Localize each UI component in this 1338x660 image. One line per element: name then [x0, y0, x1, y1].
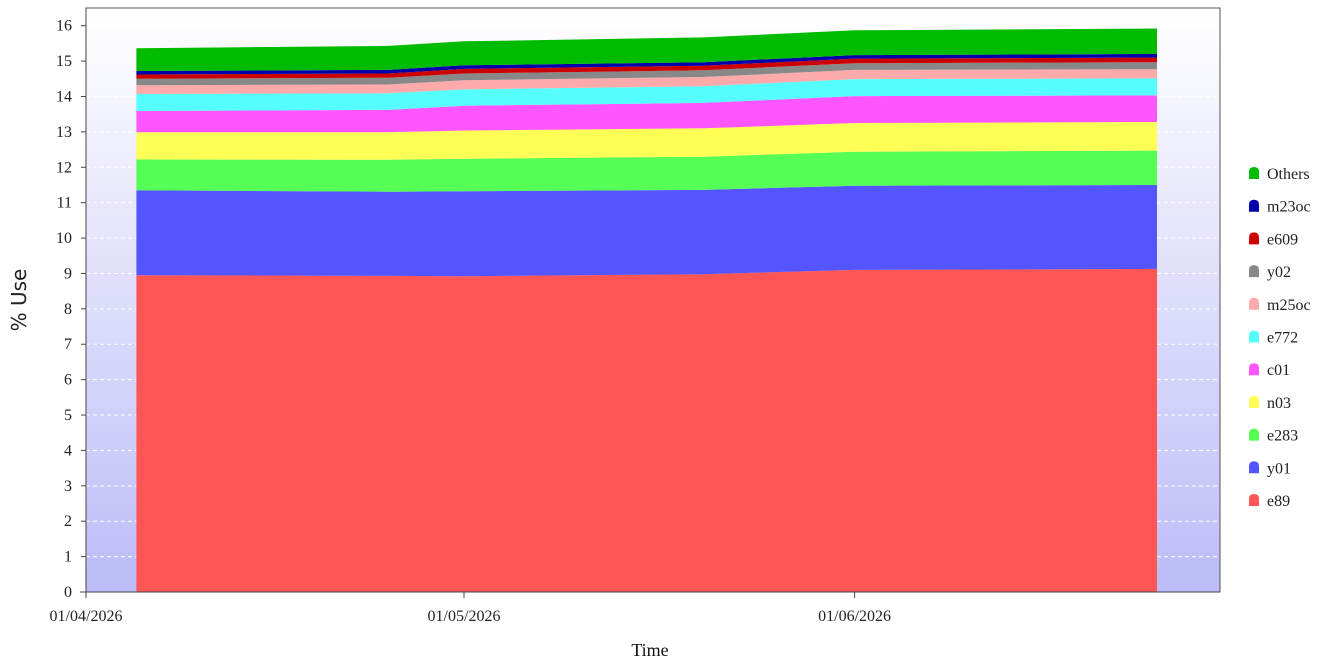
- legend-swatch: [1249, 363, 1259, 376]
- area-series: [136, 28, 1157, 592]
- y-tick-label: 1: [64, 549, 72, 566]
- legend-item: n03: [1249, 395, 1291, 412]
- y-tick-label: 6: [64, 372, 72, 389]
- y-tick-label: 11: [57, 195, 72, 212]
- x-tick-label: 01/05/2026: [428, 608, 501, 625]
- y-axis-title: % Use: [7, 269, 31, 332]
- y-tick-label: 9: [64, 265, 72, 282]
- legend-label: e89: [1267, 493, 1290, 510]
- y-tick-label: 8: [64, 301, 72, 318]
- legend-swatch: [1249, 494, 1259, 506]
- y-tick-label: 13: [56, 124, 72, 141]
- legend-label: y01: [1267, 460, 1291, 477]
- area-e772: [136, 78, 1157, 111]
- area-m25oc: [136, 69, 1157, 94]
- area-e609: [136, 57, 1157, 79]
- y-tick-label: 3: [64, 478, 72, 495]
- area-y02: [136, 62, 1157, 86]
- y-tick-label: 5: [64, 407, 72, 424]
- y-tick-label: 14: [56, 88, 72, 105]
- area-m23oc: [136, 54, 1157, 75]
- area-c01: [136, 95, 1157, 133]
- y-tick-label: 12: [56, 159, 72, 176]
- y-tick-label: 4: [64, 442, 72, 459]
- y-tick-label: 0: [64, 584, 72, 601]
- legend-label: n03: [1267, 395, 1291, 412]
- legend-item: e772: [1249, 330, 1298, 347]
- x-axis-title: Time: [631, 640, 668, 660]
- legend-item: c01: [1249, 362, 1290, 379]
- legend-swatch: [1249, 395, 1259, 408]
- area-y01: [136, 185, 1157, 277]
- legend-swatch: [1249, 265, 1259, 278]
- legend-swatch: [1249, 199, 1259, 212]
- y-tick-label: 16: [56, 18, 72, 35]
- area-e283: [136, 150, 1157, 192]
- legend-item: e283: [1249, 428, 1298, 445]
- area-e89: [136, 268, 1157, 592]
- legend-label: e772: [1267, 330, 1298, 347]
- x-tick-label: 01/04/2026: [50, 608, 123, 625]
- legend-label: e283: [1267, 428, 1298, 445]
- legend-label: m25oc: [1267, 297, 1311, 314]
- y-tick-label: 7: [64, 336, 72, 353]
- legend-swatch: [1249, 330, 1259, 343]
- legend-item: y02: [1249, 264, 1291, 281]
- x-tick-label: 01/06/2026: [818, 608, 891, 625]
- legend-label: Others: [1267, 166, 1310, 183]
- legend-item: y01: [1249, 460, 1291, 477]
- legend-item: m25oc: [1249, 297, 1311, 314]
- legend-label: y02: [1267, 264, 1291, 281]
- legend-swatch: [1249, 167, 1259, 179]
- y-tick-label: 10: [56, 230, 72, 247]
- legend-label: e609: [1267, 231, 1298, 248]
- legend-label: m23oc: [1267, 199, 1311, 216]
- legend-swatch: [1249, 297, 1259, 310]
- area-n03: [136, 122, 1157, 160]
- legend-swatch: [1249, 461, 1259, 474]
- legend-item: e89: [1249, 493, 1290, 510]
- legend-item: e609: [1249, 231, 1298, 248]
- legend: Others m23oc e609 y02 m25oc e772 c01 n03 e283 y01…: [1249, 166, 1311, 510]
- y-tick-label: 2: [64, 513, 72, 530]
- legend-swatch: [1249, 428, 1259, 441]
- legend-swatch: [1249, 232, 1259, 245]
- legend-label: c01: [1267, 362, 1290, 379]
- y-tick-label: 15: [56, 53, 72, 70]
- legend-item: Others: [1249, 166, 1310, 183]
- legend-item: m23oc: [1249, 199, 1311, 216]
- area-others: [136, 28, 1157, 71]
